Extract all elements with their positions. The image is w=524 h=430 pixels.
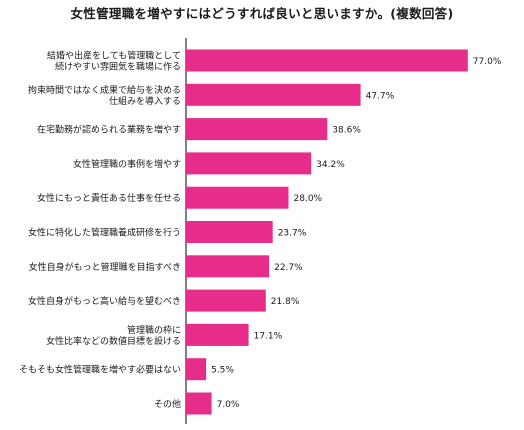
bar-6 [186,221,273,243]
category-label-7: 女性自身がもっと管理職を目指すべき [29,261,181,273]
category-label-1: 結婚や出産をしても管理職として続けやすい雰囲気を職場に作る [47,50,181,73]
value-label-7: 22.7% [274,263,303,273]
value-labels-group: 77.0% 47.7% 38.6% 34.2% 28.0% 23.7% 22.7% 21.8%… [211,57,502,410]
bar-9 [186,323,249,346]
category-labels-group: 結婚や出産をしても管理職として続けやすい雰囲気を職場に作る拘束時間ではなく成果で… [19,50,181,411]
bar-11 [186,392,212,415]
bar-2 [186,83,361,106]
value-label-4: 34.2% [316,160,345,170]
value-label-10: 5.5% [211,366,234,376]
category-label-9: 管理職の枠に女性比率などの数値目標を設ける [46,324,181,347]
category-label-10: そもそも女性管理職を増やす必要はない [19,364,181,376]
category-label-8: 女性自身がもっと高い給与を望むべき [28,295,181,307]
category-label-5: 女性にもっと責任ある仕事を任せる [37,192,181,204]
bar-10 [186,358,207,381]
value-label-8: 21.8% [271,297,300,307]
category-label-2: 拘束時間ではなく成果で給与を決める仕組みを導入する [28,84,181,107]
value-label-11: 7.0% [217,400,240,410]
bar-3 [186,118,328,141]
bar-5 [186,186,289,209]
value-label-1: 77.0% [473,57,502,67]
value-label-6: 23.7% [278,229,307,239]
category-label-3: 在宅勤務が認められる業務を増やす [37,124,181,136]
value-label-2: 47.7% [366,91,395,101]
category-label-11: その他 [154,398,181,410]
category-label-6: 女性に特化した管理職養成研修を行う [28,227,181,239]
value-label-3: 38.6% [332,126,361,136]
bar-8 [186,289,266,312]
bar-4 [186,152,312,175]
bar-7 [186,255,270,278]
category-label-4: 女性管理職の事例を増やす [73,158,181,170]
bars-group [186,49,468,415]
bar-1 [186,49,468,72]
value-label-5: 28.0% [294,194,323,204]
value-label-9: 17.1% [254,331,283,341]
chart-title: 女性管理職を増やすにはどうすれば良いと思いますか。(複数回答) [70,6,454,21]
